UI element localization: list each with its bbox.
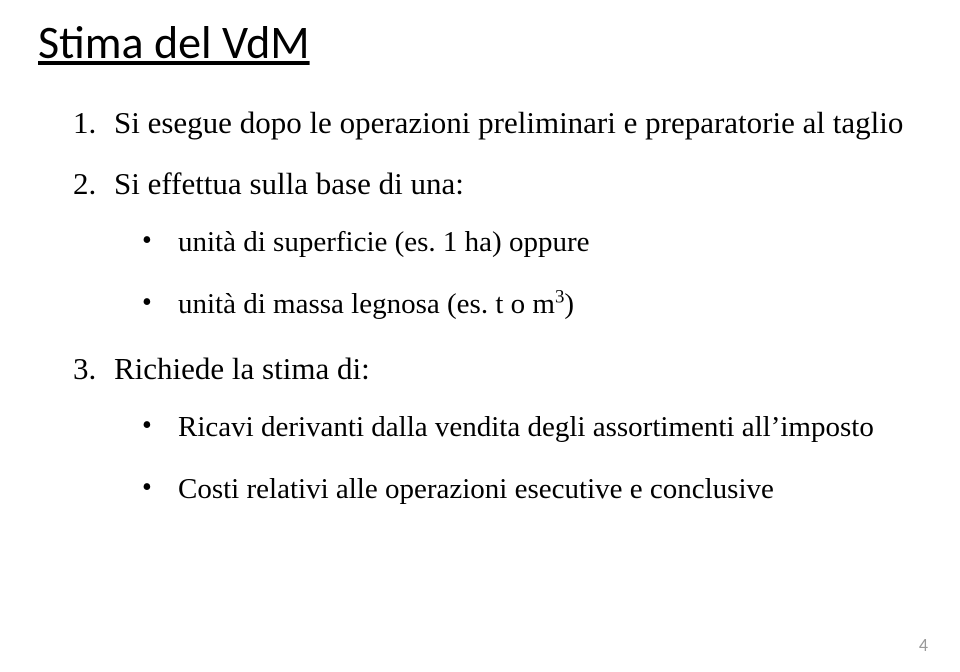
sublist-2-item-a: unità di superficie (es. 1 ha) oppure	[142, 221, 904, 263]
sublist-3-item-b: Costi relativi alle operazioni esecutive…	[142, 468, 904, 510]
sublist-2: unità di superficie (es. 1 ha) oppure un…	[142, 221, 904, 325]
list-item-2: Si effettua sulla base di una: unità di …	[104, 160, 904, 325]
list-item-1-text: Si esegue dopo le operazioni preliminari…	[114, 105, 903, 140]
slide-page: Stima del VdM Si esegue dopo le operazio…	[0, 0, 960, 672]
page-number: 4	[919, 634, 928, 656]
main-list: Si esegue dopo le operazioni preliminari…	[38, 99, 904, 511]
list-item-3: Richiede la stima di: Ricavi derivanti d…	[104, 345, 904, 510]
sublist-2-item-b: unità di massa legnosa (es. t o m3)	[142, 283, 904, 325]
page-title: Stima del VdM	[38, 18, 904, 69]
sublist-3: Ricavi derivanti dalla vendita degli ass…	[142, 406, 904, 510]
list-item-2-text: Si effettua sulla base di una:	[114, 166, 464, 201]
list-item-1: Si esegue dopo le operazioni preliminari…	[104, 99, 904, 146]
list-item-3-text: Richiede la stima di:	[114, 351, 370, 386]
sublist-3-item-a: Ricavi derivanti dalla vendita degli ass…	[142, 406, 904, 448]
